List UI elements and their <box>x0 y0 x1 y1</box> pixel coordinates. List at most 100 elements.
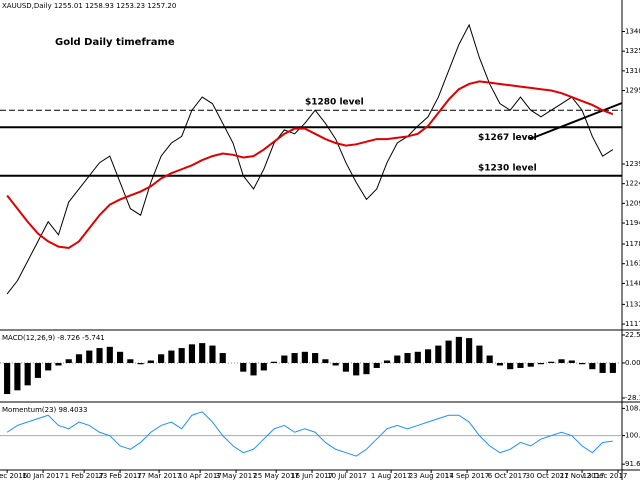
macd-bar <box>383 360 391 363</box>
y-tick-label: 0.00 <box>625 359 640 367</box>
macd-bar <box>312 353 319 363</box>
x-tick-label: 21 Nov 2017 <box>560 472 605 480</box>
ma-line <box>6 80 614 250</box>
x-tick-label: 10 Jan 2017 <box>22 472 64 480</box>
y-tick-label: 108.0 <box>625 404 640 412</box>
macd-bar <box>589 362 596 370</box>
macd-bar <box>219 353 226 363</box>
macd-bar <box>147 360 154 363</box>
macd-bar <box>394 355 401 363</box>
y-tick-label: 1340 <box>625 27 640 35</box>
momentum-label: Momentum(23) 98.4033 <box>2 406 87 414</box>
macd-bar <box>250 362 257 376</box>
x-tick-label: 23 Feb 2017 <box>98 472 142 480</box>
macd-bar <box>291 353 298 363</box>
macd-bar <box>158 354 165 363</box>
level-label: $1230 level <box>478 163 537 173</box>
macd-bar <box>353 362 360 376</box>
macd-bar <box>599 362 606 373</box>
macd-bar <box>496 362 504 366</box>
y-tick-label: 1178 <box>625 240 640 248</box>
x-tick-label: 10 Apr 2017 <box>178 472 221 480</box>
x-tick-label: 10 Jul 2017 <box>327 472 367 480</box>
y-tick-label: 1310 <box>625 67 640 75</box>
x-tick-label: 6 Dec 2016 <box>0 472 28 480</box>
macd-bar <box>14 362 21 391</box>
level-label: $1267 level <box>478 133 537 143</box>
y-tick-label: 1117 <box>625 320 640 328</box>
macd-bar <box>537 362 545 365</box>
momentum-line <box>6 411 613 457</box>
macd-bar <box>414 351 421 363</box>
y-tick-label: 1163 <box>625 260 640 268</box>
macd-bar <box>281 355 288 363</box>
macd-bar <box>578 362 586 365</box>
macd-bar <box>558 359 565 363</box>
y-tick-label: 100.0 <box>625 432 640 440</box>
macd-bar <box>322 359 329 363</box>
macd-bar <box>373 362 380 368</box>
y-tick-label: 1295 <box>625 87 640 95</box>
macd-bar <box>178 348 185 363</box>
macd-bar <box>270 361 278 363</box>
macd-bar <box>476 345 483 363</box>
macd-bar <box>527 362 534 367</box>
macd-bar <box>445 340 452 363</box>
macd-bar <box>240 362 247 372</box>
macd-bar <box>34 362 42 378</box>
macd-bar <box>404 353 411 363</box>
x-tick-label: 25 May 2017 <box>253 472 299 480</box>
x-tick-label: 6 Oct 2017 <box>488 472 527 480</box>
macd-bar <box>466 338 473 363</box>
y-tick-label: 1148 <box>625 279 640 287</box>
macd-bar <box>507 362 514 370</box>
macd-bar <box>127 359 134 363</box>
macd-bar <box>24 362 31 386</box>
macd-bar <box>342 362 350 372</box>
x-tick-label: 23 Aug 2017 <box>409 472 454 480</box>
x-tick-label: 14 Sep 2017 <box>445 472 489 480</box>
macd-bar <box>301 351 308 363</box>
macd-bar <box>45 362 52 371</box>
x-tick-label: 17 Mar 2017 <box>137 472 181 480</box>
trend-line <box>529 102 623 140</box>
level-label: $1280 level <box>305 98 364 108</box>
y-tick-label: 1132 <box>625 300 640 308</box>
macd-bar <box>106 346 113 363</box>
macd-bar <box>168 350 175 363</box>
macd-bar <box>86 350 93 363</box>
y-tick-label: 91.62 <box>625 460 640 468</box>
macd-bar <box>332 362 339 366</box>
macd-bar <box>568 360 575 363</box>
x-tick-label: 16 Jun 2017 <box>291 472 333 480</box>
macd-bar <box>188 344 196 363</box>
macd-bar <box>609 362 616 373</box>
macd-bar <box>137 362 144 365</box>
y-tick-label: 1325 <box>625 47 640 55</box>
macd-bar <box>199 343 206 363</box>
x-tick-label: 1 Aug 2017 <box>371 472 411 480</box>
macd-bar <box>517 362 524 368</box>
y-tick-label: 1239 <box>625 160 640 168</box>
chart-title: Gold Daily timeframe <box>55 37 175 48</box>
macd-label: MACD(12,26,9) -8.726 -5.741 <box>2 334 105 342</box>
y-tick-label: 1224 <box>625 180 640 188</box>
macd-bar <box>96 348 103 363</box>
macd-bar <box>4 362 11 395</box>
macd-bar <box>209 345 216 363</box>
price-line <box>6 23 614 295</box>
x-tick-label: 30 Oct 2017 <box>526 472 569 480</box>
macd-bar <box>116 351 124 363</box>
macd-bar <box>363 362 370 375</box>
y-tick-label: 1194 <box>625 219 640 227</box>
x-tick-label: 3 May 2017 <box>215 472 256 480</box>
macd-bar <box>435 345 442 363</box>
header: XAUUSD,Daily 1255.01 1258.93 1253.23 125… <box>2 2 176 10</box>
y-tick-label: 22.52 <box>625 331 640 339</box>
macd-bar <box>75 354 83 363</box>
macd-bar <box>548 361 555 363</box>
y-tick-label: -28.18 <box>625 394 640 402</box>
macd-bar <box>65 359 72 363</box>
